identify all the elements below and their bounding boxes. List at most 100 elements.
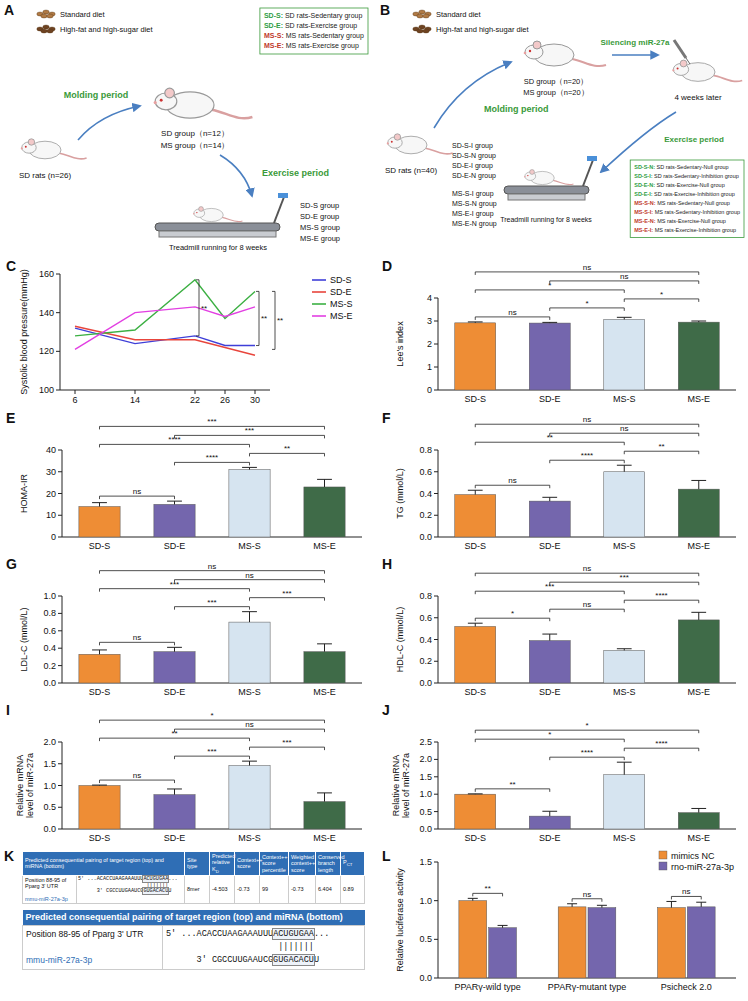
final-group-label: SD-S-N group	[452, 152, 496, 160]
legend-code: SD-S:	[264, 12, 283, 19]
diet-label: High-fat and high-sugar diet	[60, 25, 153, 34]
significance-label: ns	[682, 887, 690, 896]
treadmill-console	[587, 156, 597, 161]
significance-bracket	[475, 789, 550, 792]
error-bar	[498, 925, 508, 927]
sequence-end: 5'	[78, 876, 84, 882]
y-tick	[58, 596, 62, 597]
y-tick-label: 0.4	[419, 635, 432, 645]
error-bar	[468, 898, 478, 900]
category-label: MS-E	[313, 687, 336, 697]
error-bar	[617, 317, 632, 319]
significance-bracket	[475, 618, 550, 621]
y-tick-label: 1.5	[419, 857, 432, 867]
error-bar	[167, 647, 182, 651]
bar	[455, 794, 496, 829]
pellet	[419, 10, 425, 14]
y-tick-label: 0.5	[419, 934, 432, 944]
error-bar	[617, 762, 632, 775]
panel-D: D01234Lee's indexSD-SSD-EMS-SMS-Ens***ns…	[382, 258, 736, 404]
rat-tail	[553, 180, 573, 184]
y-tick-label: 2.0	[419, 754, 432, 764]
y-tick-label: 0.6	[419, 613, 432, 623]
y-tick	[56, 390, 60, 391]
legend-code: SD-E-N:	[634, 182, 655, 188]
y-tick	[58, 515, 62, 516]
legend-swatch	[312, 291, 326, 293]
rat-ear	[394, 134, 400, 140]
legend-label: mimics NC	[671, 851, 715, 861]
significance-bracket	[475, 317, 550, 320]
y-tick	[56, 274, 60, 275]
legend-entry: MS-S-I: MS rats-Sedentary-Inhibition gro…	[634, 209, 740, 215]
rat-nose	[154, 101, 157, 104]
panel-letter: C	[6, 258, 16, 274]
y-tick	[434, 661, 438, 662]
significance-bracket	[196, 280, 199, 336]
significance-label: *	[548, 730, 551, 739]
header-cell: PCT	[341, 852, 365, 876]
y-tick-label: 0.0	[43, 824, 56, 834]
legend-text: SD rats-Sedentary-Null group	[655, 164, 729, 170]
y-tick-label: 1.0	[419, 896, 432, 906]
rat-eye	[25, 146, 27, 148]
marks	[455, 317, 719, 390]
category-label: MS-S	[238, 541, 261, 551]
y-tick-label: 4	[427, 293, 432, 303]
error-bar	[92, 785, 107, 786]
significance-label: **	[509, 780, 515, 789]
pellet	[423, 14, 429, 18]
y-axis	[60, 274, 61, 390]
seed-site: ACUGUGAA	[143, 876, 168, 882]
category-label: MS-E	[313, 541, 336, 551]
y-tick	[434, 617, 438, 618]
significance-label: ns	[508, 308, 516, 317]
significance-bracket	[624, 748, 699, 751]
sequence-part: ...	[168, 876, 177, 882]
bar	[529, 816, 570, 829]
bar	[558, 907, 586, 978]
bar	[588, 908, 616, 978]
significance-label: ns	[583, 263, 591, 272]
seed-site: GUGACACU	[143, 888, 168, 894]
legend-frame	[260, 8, 368, 54]
significance-bracket	[550, 281, 699, 284]
category-label: MS-E	[688, 833, 711, 843]
y-tick	[434, 978, 438, 979]
category-label: Psicheck 2.0	[661, 982, 712, 992]
y-tick-label: 0.2	[419, 510, 432, 520]
y-tick	[58, 683, 62, 684]
header-cell: Predicted relative KD	[210, 852, 235, 876]
significance-label: ns	[245, 571, 253, 580]
legend-swatch	[312, 279, 326, 281]
legend-entry: SD-S: SD rats-Sedentary group	[264, 12, 363, 20]
legend-label: MS-S	[330, 299, 353, 309]
diet-label: High-fat and high-sugar diet	[436, 25, 529, 34]
header-cell: Predicted consequential pairing of targe…	[23, 852, 185, 876]
rat-eye	[196, 212, 197, 213]
significance-label: ns	[583, 415, 591, 424]
diet-icon	[413, 25, 431, 33]
significance-bracket	[100, 720, 325, 723]
marks	[455, 612, 719, 683]
significance-bracket	[475, 591, 624, 594]
rat-icon	[524, 170, 573, 185]
category-label: SD-E	[164, 687, 186, 697]
diagram-b: BStandard dietHigh-fat and high-sugar di…	[380, 2, 744, 237]
legend-entry: MS-E-I: MS rats-Exercise-Inhibition grou…	[634, 227, 736, 233]
significance-label: ns	[583, 890, 591, 899]
y-tick-label: 0.8	[419, 445, 432, 455]
y-tick	[434, 515, 438, 516]
y-tick-label: 0.8	[419, 591, 432, 601]
series-line	[75, 280, 255, 336]
y-tick-label: 3	[427, 316, 432, 326]
category-label: MS-S	[613, 394, 636, 404]
panel-letter: I	[6, 702, 10, 718]
error-bar	[542, 811, 557, 816]
y-tick-label: 1.0	[419, 789, 432, 799]
target-label: Position 88-95 of Pparg 3' UTR	[25, 877, 74, 890]
legend-text: MS rats-Sedentary-Null group	[656, 200, 730, 206]
y-tick	[56, 312, 60, 313]
sequence-line: 3'CGCCUUGAAUCGGUGACACUU	[78, 889, 183, 895]
y-tick-label: 2.0	[43, 737, 56, 747]
